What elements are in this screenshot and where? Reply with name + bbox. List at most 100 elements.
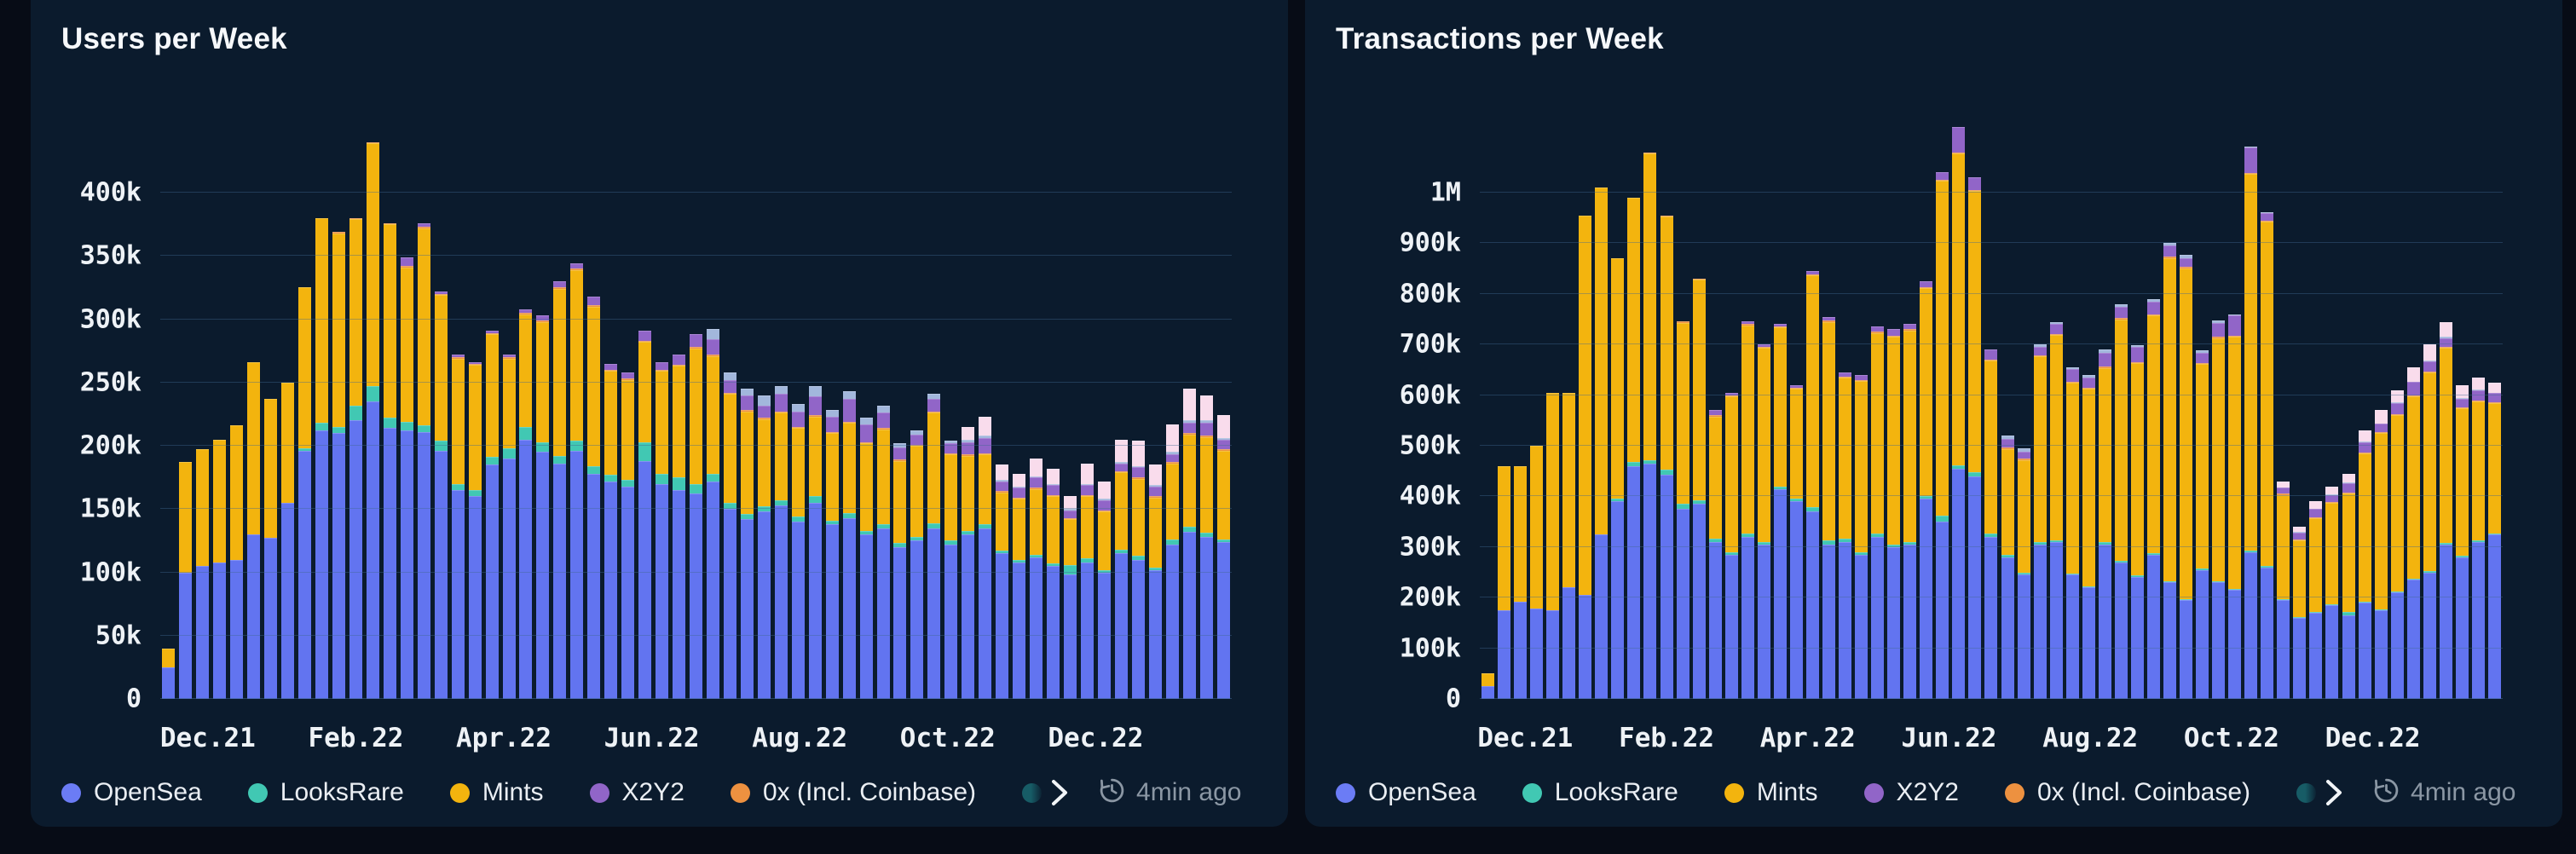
bar-segment-mints[interactable] [2001, 448, 2014, 555]
bar-segment-unlabeled-lightblue[interactable] [927, 394, 941, 400]
bar-segment-opensea[interactable] [2487, 534, 2501, 699]
stacked-bar[interactable] [1660, 215, 1673, 699]
bar-segment-unlabeled-pink[interactable] [996, 465, 1009, 481]
stacked-bar[interactable] [2082, 374, 2095, 699]
bar-segment-mints[interactable] [2423, 372, 2436, 572]
stacked-bar[interactable] [1805, 271, 1819, 699]
bar-segment-unlabeled-lightblue[interactable] [996, 480, 1009, 482]
bar-segment-unlabeled-lightblue[interactable] [962, 439, 975, 442]
stacked-bar[interactable] [1920, 280, 1933, 699]
bar-segment-mints[interactable] [1984, 361, 1998, 534]
bar-segment-mints[interactable] [349, 219, 362, 406]
bar-segment-opensea[interactable] [1148, 569, 1162, 699]
bar-segment-0x-incl-coinbase-[interactable] [2180, 267, 2193, 268]
bar-segment-unlabeled-pink[interactable] [1063, 496, 1077, 510]
bar-segment-mints[interactable] [213, 439, 227, 563]
bar-segment-mints[interactable] [2212, 338, 2226, 581]
bar-segment-x2y2[interactable] [485, 330, 499, 333]
bar-segment-unlabeled-pink[interactable] [1080, 463, 1094, 484]
stacked-bar[interactable] [1627, 197, 1641, 699]
stacked-bar[interactable] [1131, 441, 1145, 699]
bar-segment-looksrare[interactable] [2001, 554, 2014, 557]
bar-segment-0x-incl-coinbase-[interactable] [2325, 501, 2339, 504]
stacked-bar[interactable] [1952, 126, 1966, 699]
bar-segment-x2y2[interactable] [893, 447, 907, 460]
bar-segment-opensea[interactable] [1182, 531, 1196, 699]
bar-segment-mints[interactable] [434, 295, 448, 441]
bar-segment-opensea[interactable] [417, 431, 430, 699]
stacked-bar[interactable] [876, 405, 890, 699]
bar-segment-mints[interactable] [621, 379, 635, 481]
bar-segment-0x-incl-coinbase-[interactable] [1165, 462, 1179, 464]
stacked-bar[interactable] [213, 439, 227, 699]
bar-segment-mints[interactable] [1676, 322, 1689, 505]
bar-segment-unlabeled-lightblue[interactable] [2098, 349, 2111, 353]
bar-segment-opensea[interactable] [2277, 600, 2290, 699]
bar-segment-opensea[interactable] [2114, 562, 2128, 699]
bar-segment-looksrare[interactable] [1855, 551, 1868, 555]
bar-segment-opensea[interactable] [944, 544, 958, 699]
bar-segment-looksrare[interactable] [1936, 515, 1949, 522]
bar-segment-x2y2[interactable] [876, 413, 890, 429]
bar-segment-x2y2[interactable] [451, 355, 465, 358]
bar-segment-x2y2[interactable] [1773, 324, 1787, 326]
bar-segment-looksrare[interactable] [1757, 541, 1770, 545]
bar-segment-looksrare[interactable] [587, 465, 601, 474]
bar-segment-looksrare[interactable] [808, 496, 822, 503]
bar-segment-mints[interactable] [1595, 188, 1609, 534]
bar-segment-unlabeled-lightblue[interactable] [791, 404, 805, 412]
bar-segment-0x-incl-coinbase-[interactable] [979, 453, 992, 455]
stacked-bar[interactable] [2001, 436, 2014, 699]
bar-segment-0x-incl-coinbase-[interactable] [962, 454, 975, 456]
legend-item-opensea[interactable]: OpenSea [61, 778, 202, 807]
bar-segment-looksrare[interactable] [1708, 539, 1722, 542]
bar-segment-unlabeled-lightblue[interactable] [1131, 465, 1145, 468]
bar-segment-mints[interactable] [927, 413, 941, 523]
bar-segment-opensea[interactable] [1643, 463, 1657, 699]
bar-segment-mints[interactable] [1968, 191, 1982, 472]
bar-segment-looksrare[interactable] [1676, 504, 1689, 510]
bar-segment-looksrare[interactable] [962, 530, 975, 534]
stacked-bar[interactable] [2261, 212, 2274, 699]
bar-segment-mints[interactable] [2471, 401, 2485, 541]
bar-segment-looksrare[interactable] [298, 447, 312, 451]
bar-segment-mints[interactable] [1757, 347, 1770, 542]
bar-segment-opensea[interactable] [2471, 541, 2485, 699]
bar-segment-0x-incl-coinbase-[interactable] [1131, 477, 1145, 479]
bar-segment-opensea[interactable] [1530, 609, 1544, 699]
bar-segment-unlabeled-lightblue[interactable] [2196, 350, 2209, 354]
bar-segment-mints[interactable] [2390, 414, 2404, 592]
bar-segment-mints[interactable] [1936, 181, 1949, 516]
bar-segment-mints[interactable] [1643, 153, 1657, 461]
bar-segment-opensea[interactable] [1165, 544, 1179, 699]
bar-segment-unlabeled-lightblue[interactable] [2033, 344, 2047, 347]
bar-segment-mints[interactable] [1080, 496, 1094, 559]
bar-segment-opensea[interactable] [1805, 511, 1819, 699]
bar-segment-opensea[interactable] [1013, 562, 1026, 699]
bar-segment-mints[interactable] [962, 455, 975, 531]
bar-segment-x2y2[interactable] [962, 441, 975, 455]
bar-segment-mints[interactable] [400, 267, 413, 422]
bar-segment-unlabeled-lightblue[interactable] [1216, 438, 1230, 440]
bar-segment-opensea[interactable] [2358, 603, 2371, 699]
clock-refresh-icon[interactable] [2372, 776, 2400, 809]
bar-segment-mints[interactable] [1579, 215, 1592, 596]
bar-segment-looksrare[interactable] [366, 386, 379, 402]
bar-segment-x2y2[interactable] [1741, 321, 1754, 325]
bar-segment-x2y2[interactable] [910, 434, 924, 445]
bar-segment-unlabeled-pink[interactable] [2423, 344, 2436, 361]
legend-item-x2y2[interactable]: X2Y2 [1863, 778, 1959, 807]
bar-segment-opensea[interactable] [740, 519, 754, 699]
bar-segment-opensea[interactable] [2293, 617, 2307, 699]
bar-segment-looksrare[interactable] [604, 475, 618, 482]
bar-segment-opensea[interactable] [996, 553, 1009, 699]
bar-segment-x2y2[interactable] [400, 257, 413, 267]
bar-segment-mints[interactable] [690, 348, 703, 484]
bar-segment-mints[interactable] [485, 334, 499, 458]
bar-segment-opensea[interactable] [468, 496, 482, 699]
bar-segment-x2y2[interactable] [502, 355, 516, 358]
bar-segment-unlabeled-lightblue[interactable] [2309, 508, 2323, 510]
bar-segment-0x-incl-coinbase-[interactable] [604, 369, 618, 372]
stacked-bar[interactable] [979, 416, 992, 699]
bar-segment-unlabeled-lightblue[interactable] [2146, 298, 2160, 303]
